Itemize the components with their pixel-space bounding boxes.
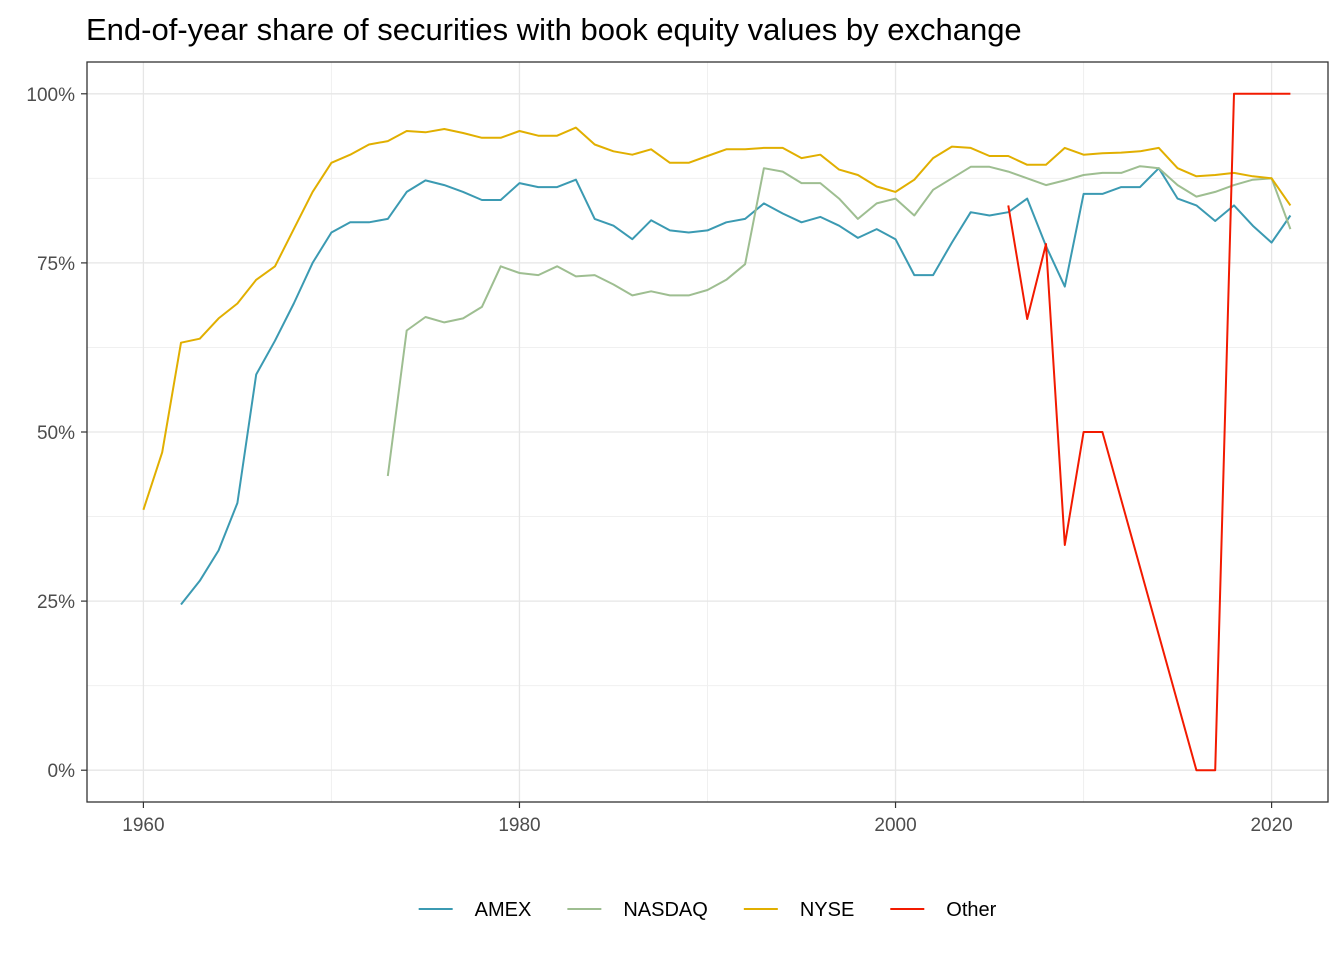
y-tick-label: 75% [37, 254, 75, 275]
series-line-other [1007, 92, 1291, 772]
y-tick-label: 100% [26, 85, 75, 106]
legend-label-other: Other [946, 899, 996, 921]
y-tick-label: 50% [37, 423, 75, 444]
x-tick-label: 2000 [874, 815, 916, 836]
x-tick-label: 1980 [498, 815, 540, 836]
x-tick-label: 2020 [1250, 815, 1292, 836]
y-tick-label: 25% [37, 592, 75, 613]
y-axis: 0% 25% 50% 75% 100% [26, 85, 87, 782]
series-layer [142, 92, 1292, 772]
grid-major [87, 62, 1328, 802]
legend: AMEX NASDAQ NYSE Other [418, 899, 997, 921]
legend-label-nyse: NYSE [800, 899, 854, 921]
series-line-amex [180, 167, 1292, 606]
x-axis: 1960 1980 2000 2020 [122, 802, 1293, 836]
x-tick-label: 1960 [122, 815, 164, 836]
legend-label-nasdaq: NASDAQ [623, 899, 707, 921]
series-line-nyse [142, 126, 1292, 511]
y-tick-label: 0% [48, 761, 76, 782]
series-line-nasdaq [386, 165, 1292, 477]
chart-title: End-of-year share of securities with boo… [86, 12, 1022, 47]
legend-label-amex: AMEX [475, 899, 532, 921]
